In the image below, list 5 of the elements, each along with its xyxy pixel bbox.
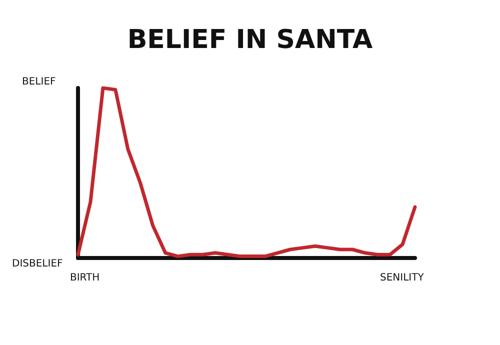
text: SENILITY — [380, 272, 425, 284]
chart-title: BELIEF IN SANTA — [127, 25, 373, 55]
text: BELIEF — [22, 76, 56, 88]
text: BIRTH — [70, 272, 100, 284]
text: DISBELIEF — [12, 258, 64, 270]
